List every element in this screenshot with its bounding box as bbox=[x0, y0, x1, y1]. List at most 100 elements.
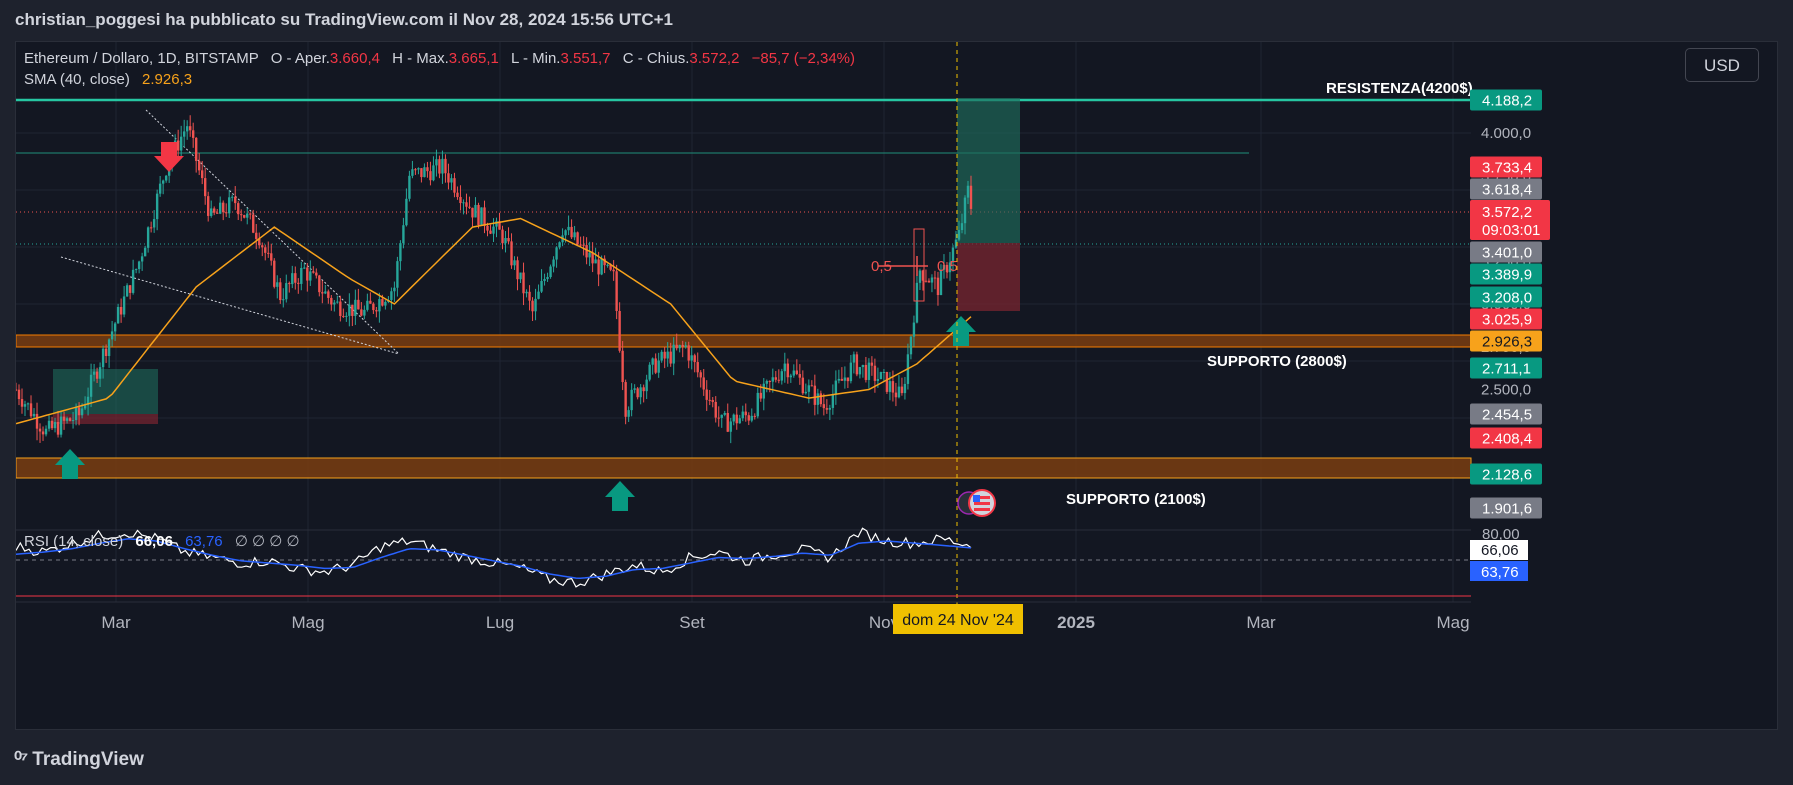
currency-button[interactable]: USD bbox=[1685, 48, 1759, 82]
candle-body bbox=[50, 420, 54, 429]
price-badge-text: 2.926,3 bbox=[1482, 334, 1532, 351]
candle-body bbox=[525, 291, 528, 294]
wedge-upper bbox=[145, 109, 400, 355]
fib-label-left: 0,5 bbox=[871, 258, 892, 275]
candle-body bbox=[933, 277, 937, 279]
candle-body bbox=[56, 421, 60, 435]
support-zone-2100 bbox=[15, 457, 1472, 479]
candle-body bbox=[375, 310, 378, 312]
candle-body bbox=[543, 278, 546, 282]
candle-body bbox=[252, 214, 255, 233]
candle-body bbox=[297, 282, 300, 284]
candle-body bbox=[798, 374, 802, 378]
price-badge bbox=[1470, 403, 1542, 425]
candle-body bbox=[429, 171, 432, 181]
candle-body bbox=[927, 280, 931, 283]
candle-body bbox=[68, 418, 72, 421]
candle-body bbox=[336, 301, 339, 303]
candle-body bbox=[708, 399, 711, 401]
legend: Ethereum / Dollaro, 1D, BITSTAMP O - Ape… bbox=[24, 50, 855, 88]
price-badge bbox=[1470, 308, 1542, 330]
candle-body bbox=[146, 227, 150, 248]
candle-body bbox=[207, 196, 210, 216]
candle-body bbox=[77, 407, 81, 416]
legend-ohlc: Ethereum / Dollaro, 1D, BITSTAMP O - Ape… bbox=[24, 50, 855, 67]
price-badge-text: 2.711,1 bbox=[1482, 361, 1531, 378]
candle-body bbox=[600, 258, 603, 275]
candle-body bbox=[47, 420, 51, 429]
time-axis[interactable]: Mar Mag Lug Set Nov 2025 Mar Mag bbox=[101, 613, 1469, 632]
candle-body bbox=[780, 371, 784, 381]
candle-body bbox=[651, 358, 654, 365]
arrow-up-icon bbox=[55, 449, 85, 479]
countdown-text: 09:03:01 bbox=[1482, 222, 1540, 239]
candle-body bbox=[564, 230, 567, 236]
candle-body bbox=[291, 273, 294, 285]
candle-body bbox=[606, 264, 609, 266]
candle-body bbox=[714, 401, 717, 418]
chart-svg[interactable]: 0,5 0,5 RESISTENZA(4200$) SUPPORTO (2800… bbox=[14, 42, 1777, 729]
price-badge bbox=[1470, 357, 1542, 379]
legend-high: 3.665,1 bbox=[449, 50, 499, 67]
candle-body bbox=[402, 225, 405, 244]
candle-body bbox=[435, 159, 438, 166]
candle-body bbox=[432, 165, 435, 181]
time-tick-label: Nov bbox=[869, 613, 900, 632]
grid-lines bbox=[16, 42, 1471, 602]
candle-body bbox=[282, 299, 285, 301]
candle-body bbox=[924, 280, 928, 282]
candle-body bbox=[657, 360, 660, 373]
candle-body bbox=[837, 378, 841, 381]
candle-body bbox=[912, 322, 916, 337]
candle-body bbox=[765, 380, 768, 384]
sma-line bbox=[15, 217, 972, 425]
candle-body bbox=[122, 296, 126, 315]
long-stop-zone[interactable] bbox=[957, 243, 1020, 311]
candle-body bbox=[318, 275, 321, 293]
fib-label-right: 0,5 bbox=[937, 258, 958, 275]
candle-body bbox=[741, 411, 744, 419]
price-badge-text: 1.901,6 bbox=[1482, 501, 1532, 518]
time-tick-label: Mag bbox=[1436, 613, 1469, 632]
candle-body bbox=[237, 203, 240, 215]
candle-body bbox=[273, 260, 276, 287]
brand-text: TradingView bbox=[32, 748, 144, 770]
left-target-zone bbox=[53, 369, 158, 414]
candle-body bbox=[573, 232, 576, 238]
candle-body bbox=[477, 204, 480, 225]
chart-frame[interactable]: 0,5 0,5 RESISTENZA(4200$) SUPPORTO (2800… bbox=[14, 41, 1778, 730]
candle-body bbox=[89, 374, 93, 397]
candle-body bbox=[675, 344, 678, 349]
fib-box bbox=[913, 228, 925, 302]
candle-body bbox=[747, 415, 750, 421]
candle-body bbox=[306, 267, 309, 281]
candle-body bbox=[119, 306, 123, 315]
candle-body bbox=[444, 158, 447, 174]
price-badge bbox=[1470, 497, 1542, 519]
candle-body bbox=[591, 252, 594, 264]
candle-body bbox=[534, 298, 537, 312]
candle-body bbox=[648, 364, 651, 380]
candle-body bbox=[65, 418, 69, 421]
candle-body bbox=[360, 309, 363, 316]
candle-body bbox=[417, 168, 420, 170]
candle-body bbox=[243, 215, 246, 218]
candle-body bbox=[711, 400, 714, 402]
candle-body bbox=[621, 350, 624, 383]
candle-body bbox=[194, 137, 198, 161]
candle-body bbox=[873, 365, 877, 381]
us-flag-icon[interactable] bbox=[957, 489, 996, 517]
candle-body bbox=[882, 371, 886, 373]
resistance-label: RESISTENZA(4200$) bbox=[1326, 80, 1473, 97]
candle-body bbox=[405, 198, 408, 226]
candle-body bbox=[870, 362, 874, 366]
candle-body bbox=[219, 202, 222, 214]
price-axis[interactable]: 4.000,03.750,03.500,03.250,03.000,02.750… bbox=[1470, 89, 1550, 519]
footer-brand[interactable]: ⁰⁷ TradingView bbox=[14, 747, 144, 772]
candle-body bbox=[155, 193, 159, 220]
candle-body bbox=[891, 381, 895, 393]
candle-body bbox=[71, 420, 75, 422]
candle-body bbox=[35, 413, 39, 429]
long-target-zone[interactable] bbox=[957, 98, 1020, 243]
candle-body bbox=[549, 266, 552, 278]
